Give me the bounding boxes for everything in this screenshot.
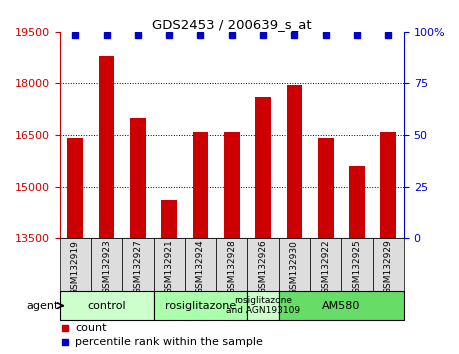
FancyBboxPatch shape [216,238,247,291]
Title: GDS2453 / 200639_s_at: GDS2453 / 200639_s_at [152,18,312,31]
Text: AM580: AM580 [322,301,360,311]
Bar [99,56,114,238]
Bar [286,85,302,238]
Text: agent: agent [27,301,59,311]
FancyBboxPatch shape [373,238,404,291]
Text: GSM132925: GSM132925 [353,240,362,295]
FancyBboxPatch shape [122,238,154,291]
Bar [349,166,365,238]
Text: GSM132919: GSM132919 [71,240,80,295]
Text: GSM132924: GSM132924 [196,240,205,294]
Bar [130,118,146,238]
Bar [193,132,208,238]
FancyBboxPatch shape [310,238,341,291]
Bar [318,138,334,238]
Bar [67,138,83,238]
Text: GSM132922: GSM132922 [321,240,330,294]
Text: GSM132921: GSM132921 [165,240,174,295]
FancyBboxPatch shape [91,238,122,291]
Bar [255,97,271,238]
Text: count: count [75,323,106,333]
Bar [381,132,396,238]
Bar [162,200,177,238]
FancyBboxPatch shape [341,238,373,291]
Bar [224,132,240,238]
Text: GSM132923: GSM132923 [102,240,111,295]
Text: GSM132930: GSM132930 [290,240,299,295]
Text: GSM132928: GSM132928 [227,240,236,295]
FancyBboxPatch shape [279,291,404,320]
FancyBboxPatch shape [279,238,310,291]
Text: GSM132927: GSM132927 [134,240,142,295]
FancyBboxPatch shape [60,238,91,291]
FancyBboxPatch shape [60,291,154,320]
FancyBboxPatch shape [247,238,279,291]
Text: percentile rank within the sample: percentile rank within the sample [75,337,263,347]
FancyBboxPatch shape [185,238,216,291]
Text: rosiglitazone
and AGN193109: rosiglitazone and AGN193109 [226,296,300,315]
FancyBboxPatch shape [154,291,247,320]
FancyBboxPatch shape [154,238,185,291]
Text: GSM132929: GSM132929 [384,240,393,295]
Text: GSM132926: GSM132926 [258,240,268,295]
FancyBboxPatch shape [247,291,279,320]
Text: rosiglitazone: rosiglitazone [165,301,236,311]
Text: control: control [87,301,126,311]
